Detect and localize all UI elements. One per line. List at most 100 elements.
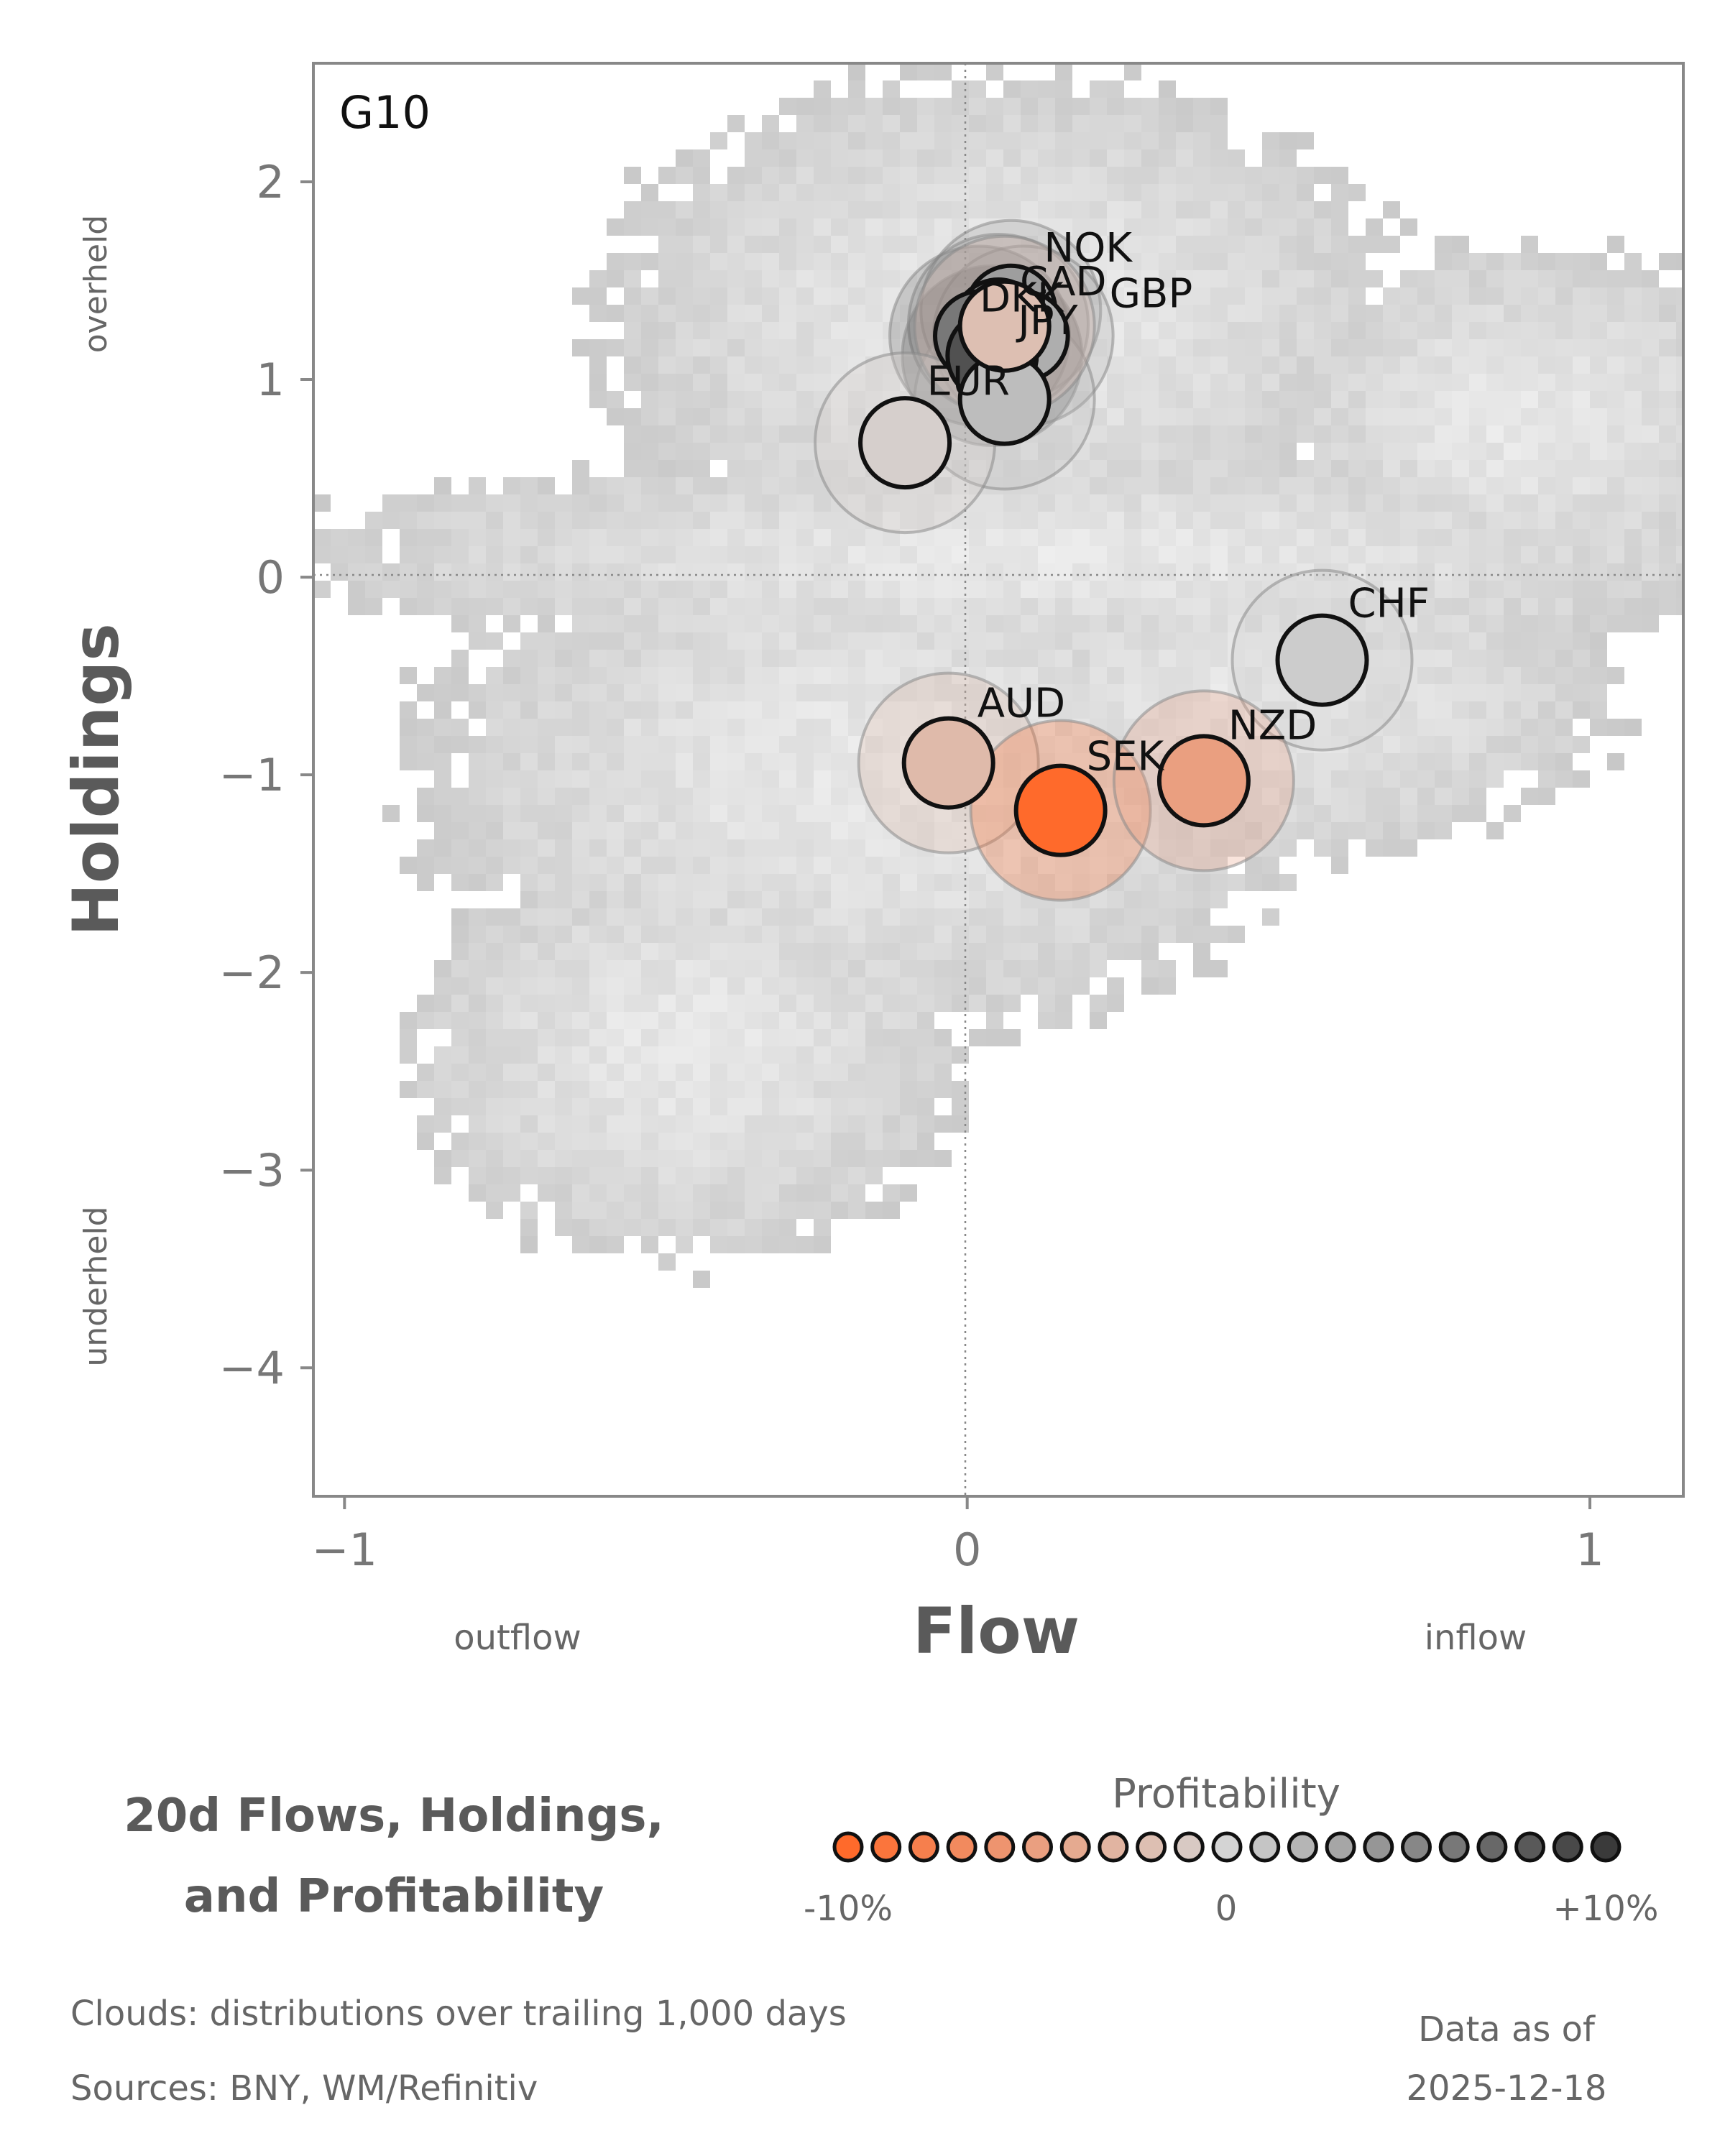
cloud-cell [1504, 253, 1521, 270]
cloud-cell [986, 98, 1003, 115]
cloud-cell [934, 1081, 952, 1098]
cloud-cell [796, 995, 814, 1012]
cloud-cell [555, 753, 572, 770]
cloud-cell [607, 891, 624, 908]
cloud-cell [986, 632, 1003, 650]
cloud-cell [1452, 563, 1469, 581]
cloud-cell [883, 977, 900, 995]
cloud-cell [658, 770, 676, 788]
cloud-cell [814, 218, 831, 236]
cloud-cell [1314, 598, 1331, 615]
cloud-cell [1038, 149, 1055, 167]
cloud-cell [745, 287, 762, 305]
cloud-cell [1176, 857, 1193, 874]
cloud-cell [641, 494, 658, 512]
cloud-cell [365, 598, 382, 615]
cloud-cell [1245, 822, 1262, 839]
cloud-cell [1107, 460, 1124, 477]
cloud-cell [1297, 598, 1314, 615]
cloud-cell [486, 960, 503, 977]
cloud-cell [1090, 218, 1107, 236]
cloud-cell [469, 1029, 486, 1046]
legend-swatch [984, 1831, 1016, 1863]
cloud-cell [969, 615, 986, 632]
cloud-cell [831, 667, 848, 684]
cloud-cell [796, 563, 814, 581]
cloud-cell [1159, 477, 1176, 494]
cloud-cell [1003, 857, 1021, 874]
cloud-cell [1642, 374, 1659, 391]
cloud-cell [710, 477, 727, 494]
cloud-cell [624, 356, 641, 374]
cloud-cell [1193, 270, 1210, 287]
cloud-cell [865, 857, 883, 874]
cloud-cell [762, 701, 779, 719]
cloud-cell [1210, 408, 1228, 425]
cloud-cell [1331, 805, 1348, 822]
cloud-cell [710, 615, 727, 632]
cloud-cell [848, 926, 865, 943]
cloud-cell [1262, 305, 1279, 322]
cloud-cell [1262, 770, 1279, 788]
cloud-cell [624, 408, 641, 425]
cloud-cell [1228, 477, 1245, 494]
cloud-cell [658, 253, 676, 270]
cloud-cell [1348, 305, 1366, 322]
cloud-cell [883, 1029, 900, 1046]
cloud-cell [762, 995, 779, 1012]
cloud-cell [486, 1184, 503, 1202]
point-label: SEK [1087, 734, 1165, 780]
cloud-cell [745, 1150, 762, 1167]
cloud-cell [1538, 322, 1555, 339]
cloud-cell [883, 1133, 900, 1150]
cloud-cell [1555, 598, 1573, 615]
cloud-cell [710, 770, 727, 788]
cloud-cell [1486, 650, 1504, 667]
cloud-cell [883, 1012, 900, 1029]
cloud-cell [1469, 253, 1486, 270]
cloud-cell [1297, 339, 1314, 356]
cloud-cell [624, 874, 641, 891]
cloud-cell [1297, 132, 1314, 149]
cloud-cell [1141, 736, 1159, 753]
cloud-cell [1245, 391, 1262, 408]
cloud-cell [520, 960, 538, 977]
cloud-cell [1107, 149, 1124, 167]
cloud-cell [1538, 753, 1555, 770]
cloud-cell [1417, 305, 1435, 322]
cloud-cell [589, 305, 607, 322]
cloud-cell [658, 218, 676, 236]
cloud-cell [1210, 546, 1228, 563]
cloud-cell [451, 1081, 469, 1098]
cloud-cell [641, 753, 658, 770]
cloud-cell [1107, 218, 1124, 236]
cloud-cell [1159, 425, 1176, 443]
cloud-cell [1366, 408, 1383, 425]
cloud-cell [883, 788, 900, 805]
cloud-cell [555, 1064, 572, 1081]
cloud-cell [1279, 581, 1297, 598]
cloud-cell [969, 132, 986, 149]
cloud-cell [1262, 563, 1279, 581]
cloud-cell [572, 1081, 589, 1098]
cloud-cell [1435, 753, 1452, 770]
cloud-cell [1003, 132, 1021, 149]
cloud-cell [1676, 494, 1683, 512]
cloud-cell [641, 701, 658, 719]
cloud-cell [1366, 391, 1383, 408]
cloud-cell [572, 943, 589, 960]
cloud-cell [865, 736, 883, 753]
cloud-cell [1555, 408, 1573, 425]
cloud-cell [1176, 667, 1193, 684]
cloud-cell [779, 891, 796, 908]
cloud-cell [1090, 443, 1107, 460]
cloud-cell [727, 667, 745, 684]
cloud-cell [676, 391, 693, 408]
cloud-cell [1348, 546, 1366, 563]
cloud-cell [1348, 529, 1366, 546]
cloud-cell [1435, 770, 1452, 788]
cloud-cell [710, 1150, 727, 1167]
cloud-cell [1262, 149, 1279, 167]
cloud-cell [1245, 874, 1262, 891]
